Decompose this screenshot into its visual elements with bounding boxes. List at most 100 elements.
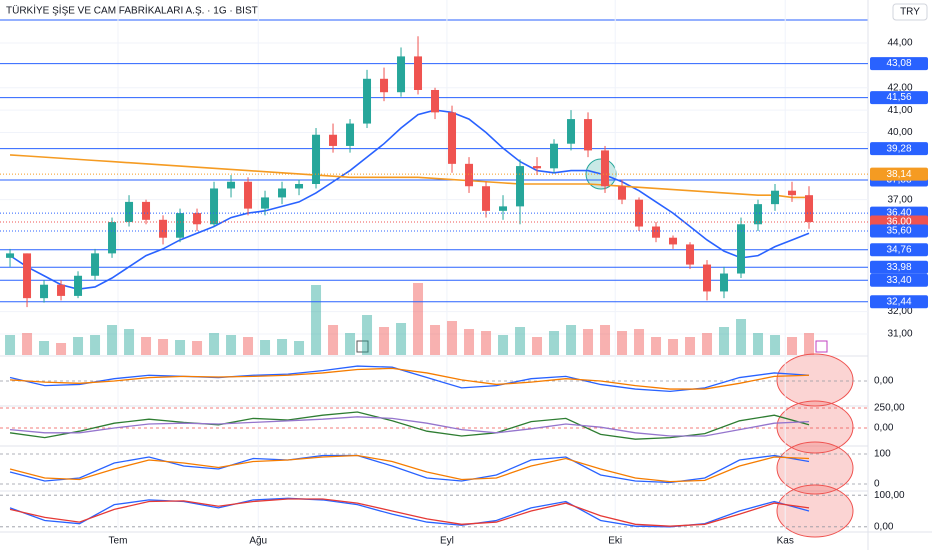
level-label: 39,28 xyxy=(886,143,911,154)
candle-body xyxy=(448,112,457,164)
candle-body xyxy=(176,213,185,238)
volume-bar xyxy=(532,337,543,355)
candle-body xyxy=(533,166,542,169)
y-tick-label: 37,00 xyxy=(887,194,912,205)
highlight xyxy=(776,400,854,454)
volume-bar xyxy=(226,335,237,355)
currency[interactable]: TRY xyxy=(900,7,920,18)
candle-body xyxy=(363,78,372,124)
volume-bar xyxy=(719,327,730,355)
y-tick-label: 42,00 xyxy=(887,82,912,93)
volume-bar xyxy=(447,321,458,355)
candle-body xyxy=(431,89,440,113)
volume-bar xyxy=(464,329,475,355)
price-tag-label: 36,40 xyxy=(886,208,911,219)
price-tag-label: 38,14 xyxy=(886,169,911,180)
x-tick-label: Kas xyxy=(777,536,794,547)
candle-body xyxy=(805,195,814,223)
candle-body xyxy=(601,150,610,187)
x-tick-label: Eki xyxy=(608,536,622,547)
candle-body xyxy=(108,222,117,254)
price-tag xyxy=(870,224,928,238)
candle-body xyxy=(754,204,763,225)
highlight xyxy=(776,353,854,407)
volume-bar xyxy=(753,333,764,355)
volume-bar xyxy=(379,327,390,355)
candle-body xyxy=(652,226,661,238)
moving-average xyxy=(9,154,810,199)
candle-body xyxy=(227,181,236,189)
volume-bar xyxy=(39,341,50,355)
event-marker[interactable] xyxy=(815,340,828,353)
x-tick-label: Eyl xyxy=(440,536,454,547)
highlight xyxy=(776,484,854,538)
volume-bar xyxy=(22,333,33,355)
volume-bar xyxy=(260,340,271,355)
volume-bar xyxy=(294,341,305,355)
volume-bar xyxy=(345,333,356,355)
price-tag xyxy=(870,167,928,181)
candle-body xyxy=(397,56,406,93)
candle-body xyxy=(499,206,508,211)
volume-bar xyxy=(124,329,135,355)
candle-body xyxy=(482,186,491,211)
oscillator-line xyxy=(9,411,810,440)
volume-bar xyxy=(311,285,322,355)
candle-body xyxy=(737,224,746,274)
candle-body xyxy=(618,186,627,200)
volume-bar xyxy=(362,315,373,355)
candle-body xyxy=(261,197,270,209)
level-label: 41,56 xyxy=(886,92,911,103)
volume-bar xyxy=(617,331,628,355)
volume-bar xyxy=(685,337,696,355)
candle-body xyxy=(278,188,287,198)
candle-body xyxy=(312,134,321,184)
panel-tick-label: 250,00 xyxy=(874,403,905,414)
volume-bar xyxy=(702,333,713,355)
panel-tick-label: 0 xyxy=(874,479,880,490)
candle-body xyxy=(329,134,338,146)
volume-bar xyxy=(498,335,509,355)
panel-tick-label: 100 xyxy=(874,449,891,460)
level-tag xyxy=(870,295,928,309)
volume-bar xyxy=(5,335,16,355)
volume-bar xyxy=(175,340,186,355)
candle-body xyxy=(346,123,355,146)
level-tag xyxy=(870,273,928,287)
panel-tick-label: 0,00 xyxy=(874,521,894,532)
candle-body xyxy=(686,244,695,265)
level-label: 34,76 xyxy=(886,244,911,255)
candle-body xyxy=(720,273,729,292)
x-tick-label: Tem xyxy=(109,536,128,547)
candle-body xyxy=(159,219,168,238)
candle-body xyxy=(91,253,100,276)
candle-body xyxy=(74,275,83,296)
candle-body xyxy=(193,213,202,225)
volume-bar xyxy=(583,329,594,355)
volume-bar xyxy=(90,335,101,355)
volume-bar xyxy=(481,331,492,355)
oscillator-line xyxy=(9,367,810,390)
candle-body xyxy=(567,119,576,144)
level-tag xyxy=(870,260,928,274)
volume-bar xyxy=(107,325,118,355)
price-tag-label: 36,00 xyxy=(886,217,911,228)
volume-bar xyxy=(804,333,815,355)
volume-bar xyxy=(56,343,67,355)
candle-body xyxy=(125,201,134,223)
candle-body xyxy=(142,201,151,220)
oscillator-line xyxy=(9,454,810,483)
y-tick-label: 44,00 xyxy=(887,38,912,49)
volume-bar xyxy=(73,337,84,355)
level-tag xyxy=(870,91,928,105)
moving-average xyxy=(9,109,810,291)
event-marker[interactable] xyxy=(356,340,369,353)
candle-body xyxy=(6,253,15,258)
currency-box[interactable] xyxy=(892,3,928,21)
volume-bar xyxy=(277,339,288,355)
oscillator-line xyxy=(9,416,810,437)
volume-bar xyxy=(651,337,662,355)
y-tick-label: 40,00 xyxy=(887,127,912,138)
volume-bar xyxy=(634,329,645,355)
